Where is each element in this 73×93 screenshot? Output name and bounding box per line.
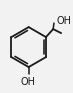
Text: OH: OH — [20, 77, 35, 87]
Text: OH: OH — [56, 16, 71, 26]
